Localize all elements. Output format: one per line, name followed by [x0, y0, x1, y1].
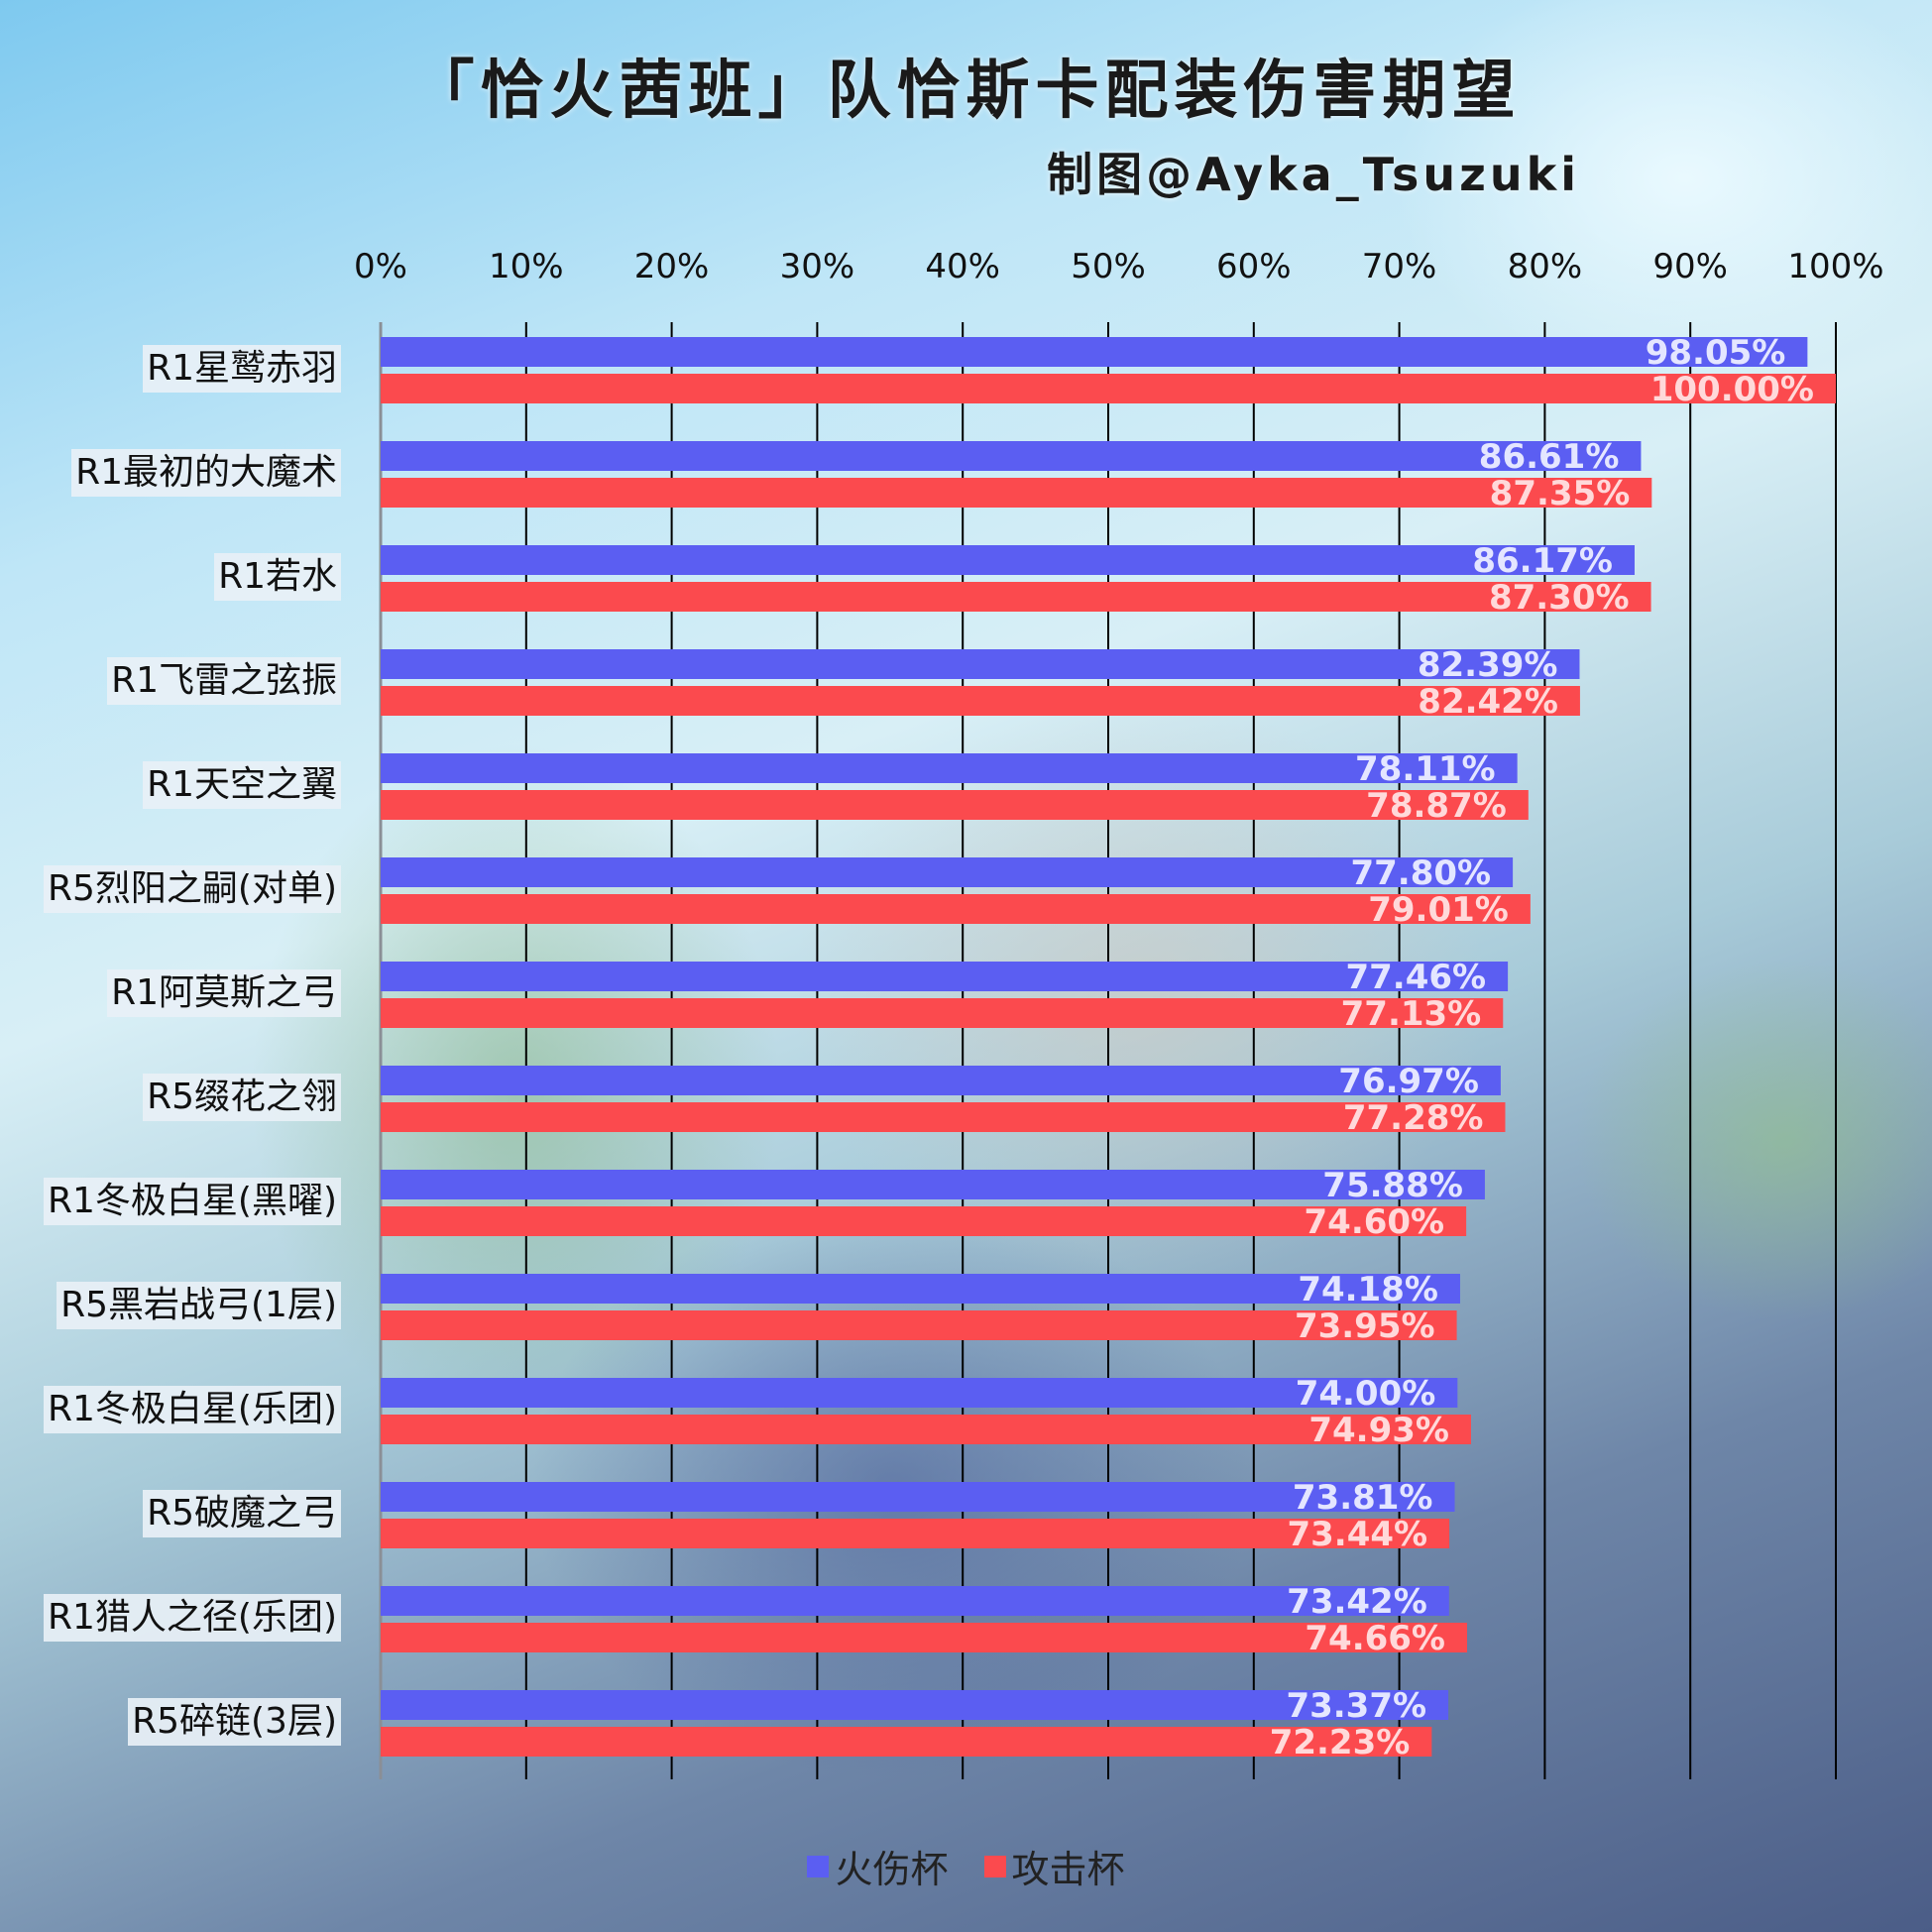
bar-atk [381, 478, 1652, 508]
data-label: 82.39% [1418, 645, 1558, 685]
bar-atk [381, 894, 1531, 924]
author-credit: 制图@Ayka_Tsuzuki [1047, 148, 1580, 201]
x-tick-label: 10% [489, 247, 564, 286]
x-tick-label: 40% [925, 247, 1000, 286]
data-label: 77.13% [1341, 994, 1482, 1034]
category-label: R5破魔之弓 [143, 1490, 341, 1537]
data-label: 78.11% [1355, 749, 1496, 789]
data-label: 77.80% [1350, 853, 1491, 893]
category-label: R1猎人之径(乐团) [43, 1594, 341, 1642]
category-label: R1飞雷之弦振 [107, 657, 341, 705]
bar-atk [381, 1727, 1432, 1757]
data-label: 73.95% [1295, 1307, 1435, 1346]
x-tick-label: 80% [1508, 247, 1583, 286]
x-tick-label: 50% [1071, 247, 1146, 286]
data-label: 75.88% [1322, 1166, 1463, 1205]
bar-fire [381, 1378, 1458, 1408]
bar-atk [381, 1310, 1457, 1340]
category-label: R1冬极白星(乐团) [43, 1386, 341, 1433]
bar-fire [381, 337, 1808, 367]
bar-atk [381, 1519, 1450, 1548]
data-label: 74.00% [1296, 1374, 1436, 1414]
data-label: 73.42% [1287, 1582, 1427, 1622]
data-label: 74.60% [1305, 1202, 1445, 1242]
chart-title: 「恰火茜班」队恰斯卡配装伤害期望 [410, 55, 1522, 128]
data-label: 77.46% [1345, 958, 1486, 997]
bar-fire [381, 753, 1518, 783]
data-label: 87.35% [1490, 474, 1631, 513]
data-label: 74.18% [1298, 1270, 1438, 1309]
data-label: 98.05% [1646, 333, 1786, 373]
category-label: R1若水 [214, 553, 341, 601]
bar-fire [381, 1170, 1485, 1199]
data-label: 74.66% [1305, 1619, 1445, 1658]
category-label: R5黑岩战弓(1层) [57, 1282, 341, 1329]
bar-fire [381, 1690, 1449, 1720]
data-label: 73.37% [1286, 1686, 1426, 1726]
bar-atk [381, 1206, 1467, 1236]
x-tick-label: 70% [1362, 247, 1437, 286]
bar-fire [381, 962, 1509, 991]
legend-item-atk: 攻击杯 [983, 1839, 1125, 1893]
data-label: 74.93% [1308, 1411, 1449, 1450]
bar-fire [381, 1274, 1460, 1304]
x-tick-label: 90% [1652, 247, 1728, 286]
data-label: 78.87% [1366, 786, 1507, 826]
data-label: 76.97% [1338, 1062, 1479, 1101]
bar-atk [381, 582, 1651, 612]
category-label: R5烈阳之嗣(对单) [43, 865, 341, 913]
bar-atk [381, 998, 1504, 1028]
x-tick-label: 60% [1216, 247, 1292, 286]
data-label: 87.30% [1489, 578, 1630, 618]
bar-fire [381, 649, 1580, 679]
bar-fire [381, 545, 1635, 575]
data-label: 79.01% [1368, 890, 1509, 930]
legend-label-fire: 火伤杯 [835, 1848, 949, 1891]
bar-fire [381, 857, 1514, 887]
category-label: R1天空之翼 [143, 761, 341, 809]
data-label: 73.44% [1287, 1515, 1427, 1554]
x-tick-label: 0% [354, 247, 407, 286]
legend: 火伤杯 攻击杯 [0, 1839, 1932, 1893]
bar-atk [381, 790, 1529, 820]
bar-fire [381, 1482, 1455, 1512]
category-label: R1冬极白星(黑曜) [43, 1178, 341, 1225]
category-label: R5碎链(3层) [128, 1698, 341, 1746]
bar-fire [381, 441, 1642, 471]
category-label: R1最初的大魔术 [71, 449, 341, 497]
bar-atk [381, 374, 1836, 403]
legend-swatch-fire [807, 1855, 830, 1877]
data-label: 82.42% [1418, 682, 1558, 722]
x-tick-label: 20% [634, 247, 710, 286]
category-label: R1阿莫斯之弓 [107, 969, 341, 1017]
legend-item-fire: 火伤杯 [807, 1839, 948, 1893]
category-label: R1星鹫赤羽 [143, 345, 341, 393]
x-tick-label: 30% [780, 247, 855, 286]
bar-atk [381, 1623, 1468, 1652]
data-label: 73.81% [1293, 1478, 1433, 1518]
data-label: 86.17% [1472, 541, 1613, 581]
legend-label-atk: 攻击杯 [1011, 1848, 1125, 1891]
bar-fire [381, 1066, 1501, 1095]
x-tick-label: 100% [1787, 247, 1883, 286]
data-label: 86.61% [1479, 437, 1620, 477]
data-label: 77.28% [1343, 1098, 1484, 1138]
bar-atk [381, 1415, 1471, 1444]
bar-atk [381, 686, 1580, 716]
category-label: R5缀花之翎 [143, 1074, 341, 1121]
bar-fire [381, 1586, 1449, 1616]
bar-atk [381, 1102, 1506, 1132]
legend-swatch-atk [983, 1855, 1006, 1877]
data-label: 72.23% [1270, 1723, 1411, 1762]
data-label: 100.00% [1650, 370, 1814, 409]
